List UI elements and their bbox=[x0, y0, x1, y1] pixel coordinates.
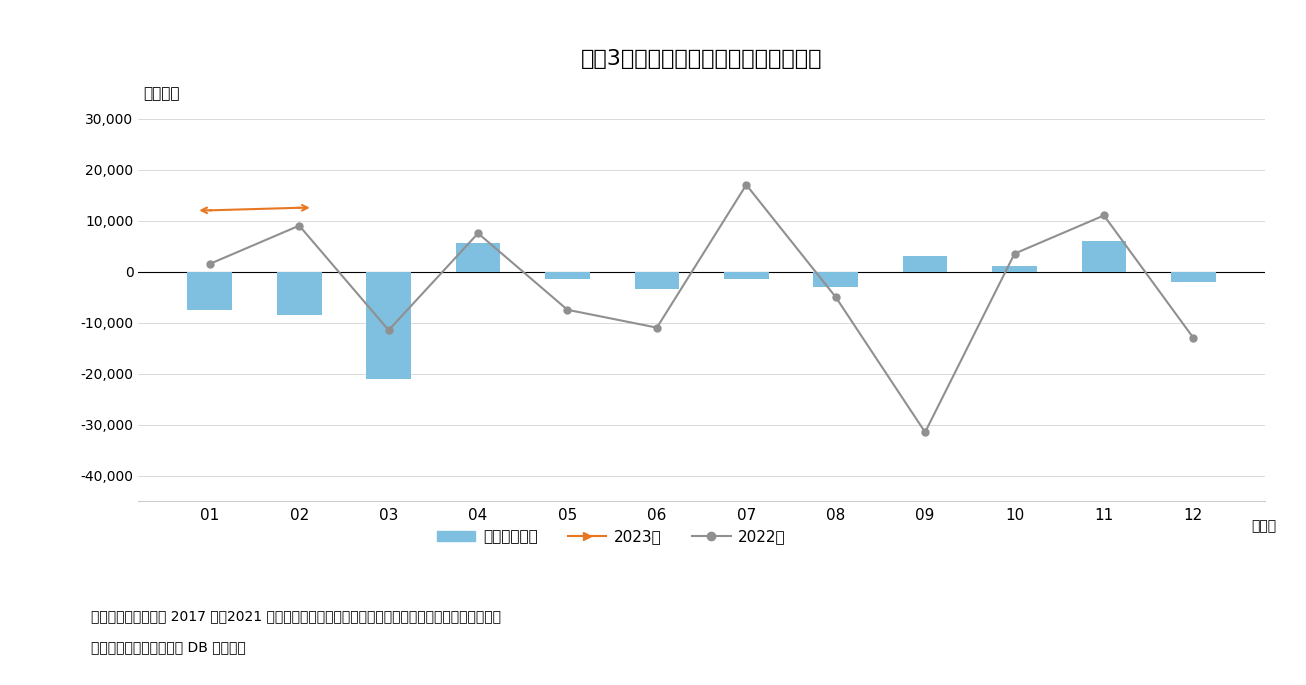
Bar bbox=[1171, 271, 1216, 282]
Bar bbox=[635, 271, 679, 289]
Bar bbox=[188, 271, 232, 310]
Text: （月）: （月） bbox=[1251, 519, 1276, 533]
Bar bbox=[366, 271, 411, 379]
Text: （資料）ニッセイ基础研 DB から作成: （資料）ニッセイ基础研 DB から作成 bbox=[91, 640, 246, 654]
Bar bbox=[902, 256, 947, 271]
Legend: 平均売買動向, 2023年, 2022年: 平均売買動向, 2023年, 2022年 bbox=[431, 523, 791, 551]
Bar bbox=[814, 271, 858, 287]
Bar bbox=[277, 271, 321, 315]
Title: 図袁3　海外投賄家の月別平均売買動向: 図袁3 海外投賄家の月別平均売買動向 bbox=[581, 49, 823, 69]
Bar bbox=[456, 243, 500, 271]
Bar bbox=[993, 266, 1037, 271]
Text: （注）海外投賄家の 2017 年～2021 年の月次の売買動向について、現物と先物の合計を単純平均。: （注）海外投賄家の 2017 年～2021 年の月次の売買動向について、現物と先… bbox=[91, 610, 502, 623]
Bar bbox=[1081, 241, 1126, 271]
Bar bbox=[724, 271, 769, 279]
Text: （億円）: （億円） bbox=[142, 86, 179, 101]
Bar bbox=[545, 271, 590, 279]
